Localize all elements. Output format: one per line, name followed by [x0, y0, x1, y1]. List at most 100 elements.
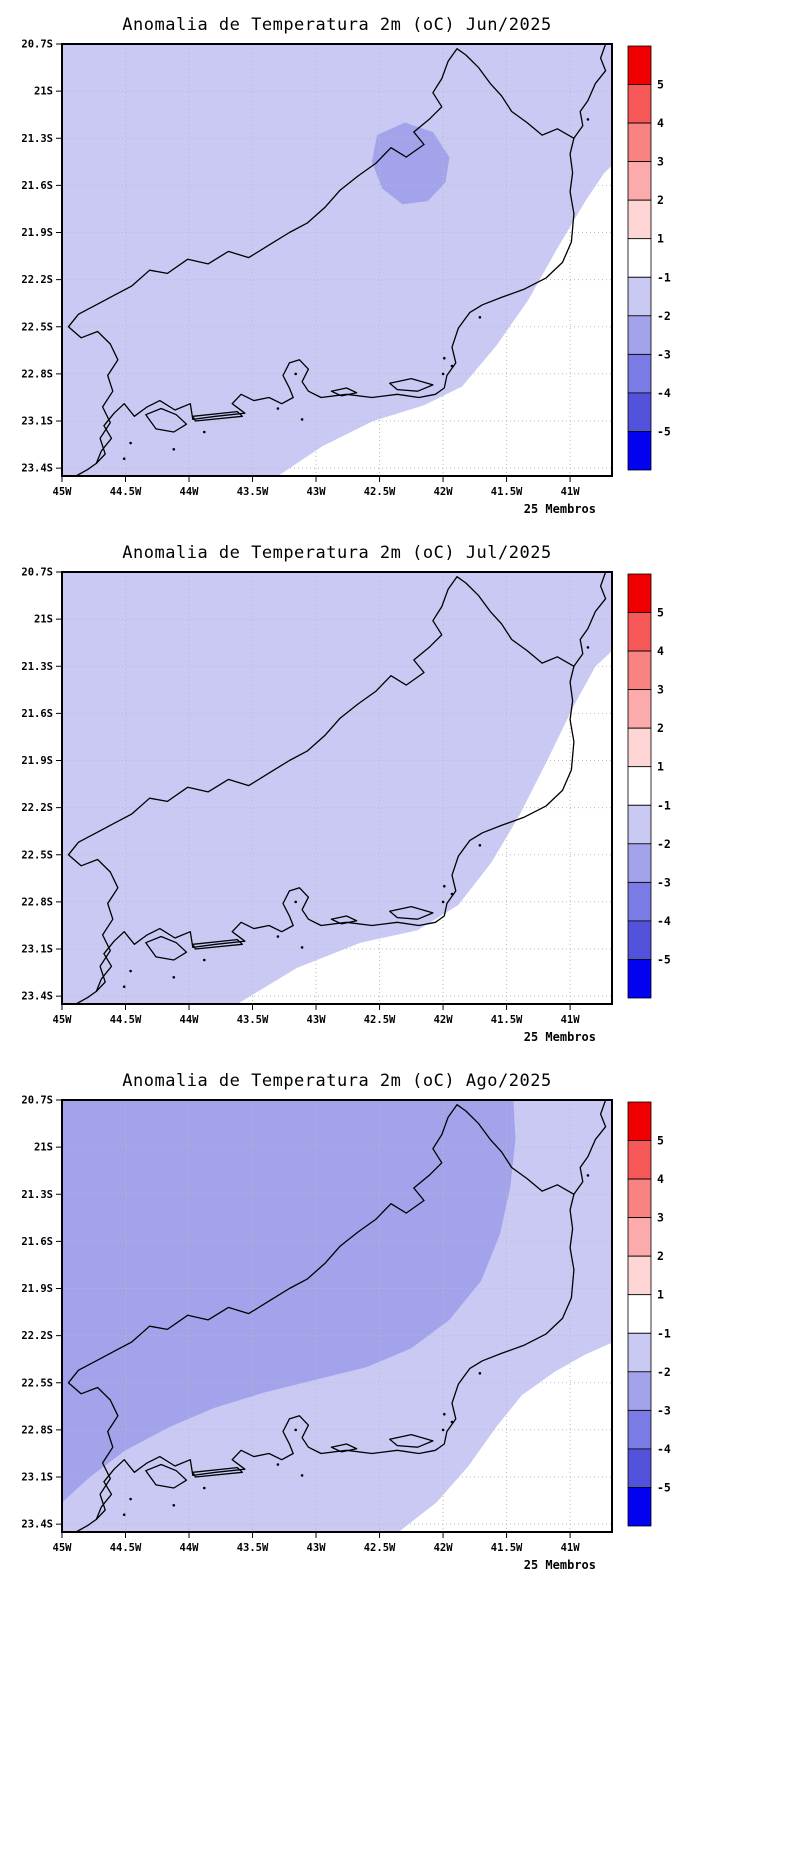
colorbar-label: 1: [657, 232, 664, 246]
colorbar-label: -4: [657, 386, 671, 400]
anomaly-map-ago: Anomalia de Temperatura 2m (oC) Ago/2025…: [21, 1071, 671, 1572]
islet-dot: [443, 884, 446, 888]
y-axis-tick-label: 21S: [34, 614, 53, 626]
islet-dot: [294, 900, 298, 904]
colorbar-segment: [627, 122, 652, 162]
colorbar-label: -3: [657, 347, 671, 361]
islet-dot: [122, 457, 126, 461]
colorbar-segment: [627, 573, 652, 613]
islet-dot: [276, 935, 280, 938]
x-axis-tick-label: 44.5W: [110, 486, 142, 498]
islet-dot: [478, 1372, 482, 1375]
colorbar-label: 2: [657, 1249, 664, 1263]
islet-dot: [443, 356, 446, 360]
lagoon-outline: [330, 387, 358, 397]
lagoon-outline: [389, 377, 434, 392]
y-axis-tick-label: 21.9S: [21, 755, 53, 767]
map-frame: [61, 571, 613, 1005]
lagoon-outline: [389, 1433, 434, 1448]
lagoon-outline: [389, 905, 434, 920]
y-axis-tick-label: 22.5S: [21, 321, 53, 333]
islet-dot: [586, 1174, 590, 1177]
colorbar-label: -1: [657, 270, 671, 284]
x-axis-tick-label: 41.5W: [491, 1542, 523, 1554]
x-axis-tick-label: 43W: [307, 486, 327, 498]
colorbar-label: 4: [657, 644, 664, 658]
colorbar-segment: [627, 804, 652, 845]
colorbar-segment: [627, 959, 652, 999]
coastline: [75, 44, 607, 476]
islet-dot: [443, 1412, 446, 1416]
colorbar-label: 4: [657, 116, 664, 130]
colorbar-label: -4: [657, 1442, 671, 1456]
colorbar-segment: [627, 727, 652, 768]
panel-title: Anomalia de Temperatura 2m (oC) Jul/2025: [122, 543, 551, 563]
x-axis-tick-label: 45W: [53, 1542, 73, 1554]
y-axis-tick-label: 20.7S: [21, 567, 53, 579]
colorbar-label: -1: [657, 798, 671, 812]
x-axis-tick-label: 42W: [434, 1542, 454, 1554]
colorbar-segment: [627, 650, 652, 690]
lagoon-outline: [330, 1443, 358, 1453]
colorbar-segment: [627, 1217, 652, 1257]
y-axis-tick-label: 23.1S: [21, 416, 53, 428]
state-border-line: [67, 48, 575, 465]
colorbar-segment: [627, 881, 652, 922]
y-axis-tick-label: 21.3S: [21, 133, 53, 145]
islet-dot: [441, 900, 445, 904]
islet-dot: [172, 976, 176, 979]
coastline: [75, 572, 607, 1004]
island-outline: [192, 1466, 244, 1478]
y-axis-tick-label: 23.4S: [21, 991, 53, 1003]
y-axis-tick-label: 22.5S: [21, 1377, 53, 1389]
colorbar-segment: [627, 45, 652, 85]
islet-dot: [450, 364, 454, 368]
x-axis-tick-label: 44W: [180, 1542, 200, 1554]
anomaly-region-medium_area: [62, 1100, 516, 1503]
islet-dot: [450, 892, 454, 896]
colorbar-label: 5: [657, 1134, 664, 1148]
y-axis-tick-label: 20.7S: [21, 1095, 53, 1107]
map-frame: [61, 43, 613, 477]
x-axis-tick-label: 45W: [53, 486, 73, 498]
panel-jul: Anomalia de Temperatura 2m (oC) Jul/2025…: [0, 528, 800, 1056]
y-axis-tick-label: 21S: [34, 1142, 53, 1154]
state-border-line: [67, 1104, 575, 1521]
colorbar-segment: [627, 1371, 652, 1411]
islet-dot: [300, 1474, 304, 1477]
colorbar-segment: [627, 276, 652, 317]
islet-dot: [129, 1497, 132, 1501]
map-frame: [61, 1099, 613, 1533]
x-axis-tick-label: 42W: [434, 1014, 454, 1026]
colorbar-label: 2: [657, 721, 664, 735]
colorbar-label: 3: [657, 155, 664, 169]
islet-dot: [122, 985, 126, 988]
islet-dot: [276, 407, 280, 410]
colorbar-label: 3: [657, 1211, 664, 1225]
x-axis-tick-label: 41.5W: [491, 486, 523, 498]
colorbar-segment: [627, 766, 652, 806]
anomaly-region-neutral_white: [398, 1342, 612, 1532]
x-axis-tick-label: 45W: [53, 1014, 73, 1026]
ensemble-members-label: 25 Membros: [524, 1558, 596, 1572]
colorbar-label: 2: [657, 193, 664, 207]
colorbar-segment: [627, 920, 652, 960]
colorbar-segment: [627, 843, 652, 883]
islet-dot: [203, 1486, 206, 1490]
colorbar-segment: [627, 353, 652, 394]
y-axis-tick-label: 21S: [34, 86, 53, 98]
y-axis-tick-label: 23.1S: [21, 1472, 53, 1484]
island-outline: [145, 1463, 188, 1489]
y-axis-tick-label: 22.2S: [21, 274, 53, 286]
colorbar-label: -4: [657, 914, 671, 928]
panel-title: Anomalia de Temperatura 2m (oC) Ago/2025: [122, 1071, 551, 1091]
islet-dot: [586, 646, 590, 649]
colorbar-label: -2: [657, 837, 671, 851]
colorbar-label: 1: [657, 1288, 664, 1302]
colorbar-label: -2: [657, 1365, 671, 1379]
islet-dot: [478, 844, 482, 847]
colorbar-segment: [627, 689, 652, 729]
y-axis-tick-label: 22.8S: [21, 368, 53, 380]
islet-dot: [294, 372, 298, 376]
island-outline: [145, 935, 188, 961]
